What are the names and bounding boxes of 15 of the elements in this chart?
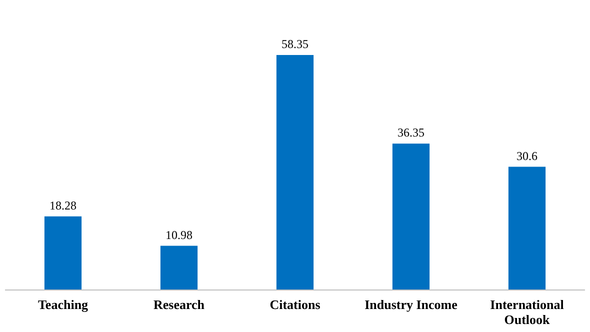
bar bbox=[276, 55, 314, 290]
x-tick-label: Citations bbox=[270, 297, 320, 312]
x-tick-label: Research bbox=[153, 297, 206, 312]
data-label: 36.35 bbox=[398, 126, 424, 140]
bar bbox=[392, 144, 430, 290]
x-tick-label: International Outlook bbox=[490, 297, 564, 327]
bar bbox=[160, 246, 198, 290]
bar bbox=[44, 216, 82, 290]
data-label: 30.6 bbox=[516, 148, 538, 163]
bar bbox=[508, 166, 546, 290]
x-tick-label: Teaching bbox=[38, 297, 89, 312]
x-tick-label: Industry Income bbox=[364, 297, 458, 312]
data-label: 58.35 bbox=[282, 37, 308, 51]
data-label: 18.28 bbox=[50, 198, 76, 212]
data-label: 10.98 bbox=[166, 228, 192, 242]
